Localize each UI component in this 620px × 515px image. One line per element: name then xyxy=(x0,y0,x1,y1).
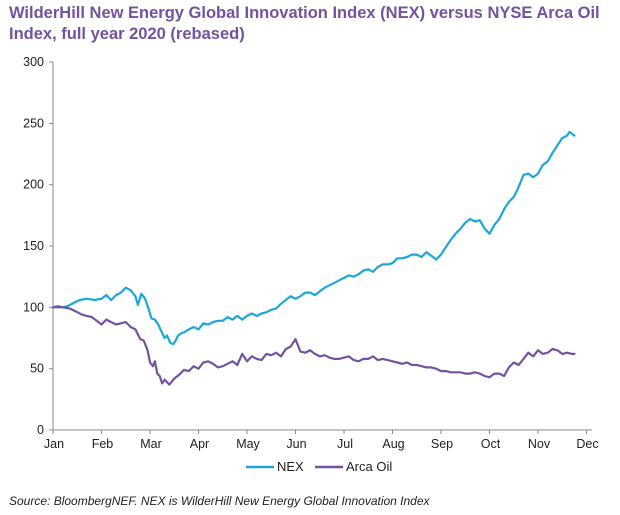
chart-series xyxy=(51,130,576,386)
x-tick-label: May xyxy=(236,437,260,451)
chart-title-line-1: WilderHill New Energy Global Innovation … xyxy=(9,4,600,22)
x-tick-label: Dec xyxy=(576,437,598,451)
y-tick-label: 250 xyxy=(23,116,44,130)
y-tick-label: 150 xyxy=(23,239,44,253)
x-tick-label: Nov xyxy=(528,437,551,451)
y-tick-label: 100 xyxy=(23,300,44,314)
x-tick-label: Sep xyxy=(431,437,453,451)
chart-legend: NEX Arca Oil xyxy=(246,459,392,474)
chart-title-line-2: Index, full year 2020 (rebased) xyxy=(9,25,245,43)
x-tick-label: Feb xyxy=(92,437,114,451)
chart-axes: 0 50 100 150 200 250 300 Jan Feb Mar Apr May Jun Jul A… xyxy=(23,55,598,451)
y-tick-label: 0 xyxy=(37,423,44,437)
y-tick-label: 300 xyxy=(23,55,44,69)
source-note: Source: BloombergNEF. NEX is WilderHill … xyxy=(9,494,430,508)
chart-title: WilderHill New Energy Global Innovation … xyxy=(9,3,614,45)
x-tick-label: Jun xyxy=(286,437,306,451)
x-tick-label: Oct xyxy=(481,437,501,451)
x-tick-label: Aug xyxy=(382,437,404,451)
legend-label-nex: NEX xyxy=(277,459,304,474)
x-tick-label: Jan xyxy=(44,437,64,451)
series-line-nex xyxy=(51,130,576,346)
y-tick-label: 200 xyxy=(23,178,44,192)
x-tick-label: Mar xyxy=(140,437,162,451)
x-tick-label: Apr xyxy=(190,437,209,451)
x-tick-label: Jul xyxy=(337,437,353,451)
series-line-arca-oil xyxy=(51,306,576,386)
legend-label-arca-oil: Arca Oil xyxy=(346,459,392,474)
y-tick-label: 50 xyxy=(30,362,44,376)
